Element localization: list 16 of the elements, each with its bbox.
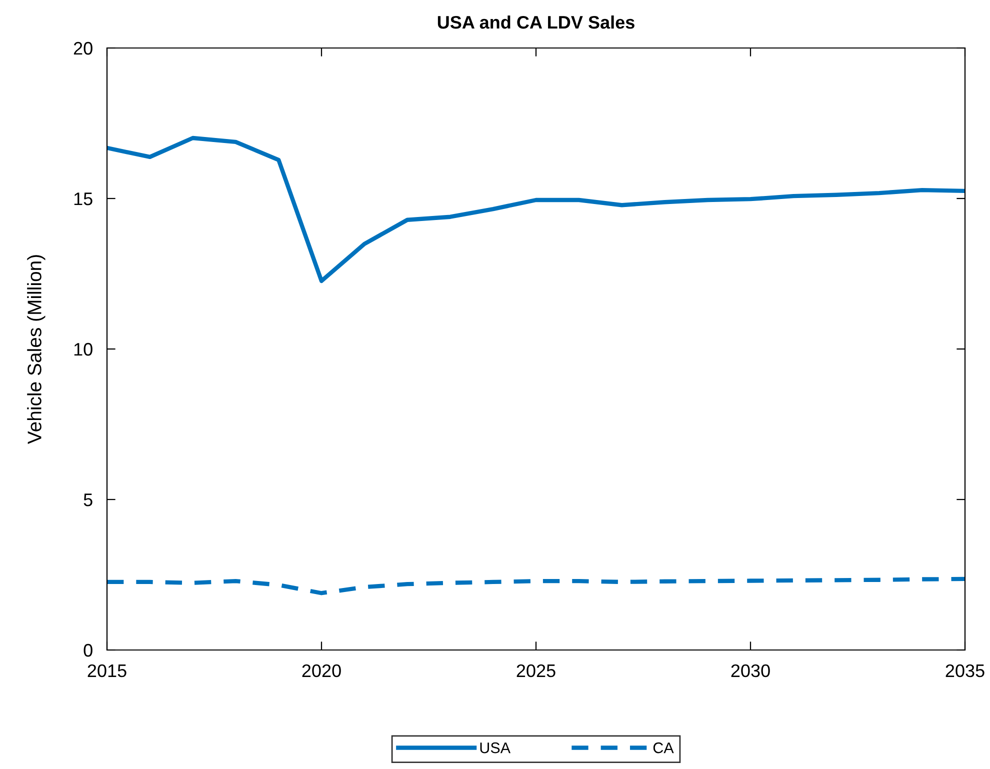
y-axis-title: Vehicle Sales (Million) [27, 255, 46, 444]
line-series [107, 576, 965, 596]
chart-title: USA and CA LDV Sales [438, 15, 634, 29]
y-tick-label: 10 [74, 342, 92, 356]
y-tick-label: 15 [74, 192, 92, 206]
y-tick-label: 0 [84, 644, 92, 657]
x-tick-label: 2020 [302, 664, 341, 678]
y-tick-label: 5 [84, 494, 92, 506]
x-tick-label: 2035 [946, 664, 984, 678]
legend-label: USA [480, 742, 511, 754]
y-tick-label: 20 [74, 42, 92, 55]
line-series [107, 136, 965, 284]
x-tick-label: 2030 [731, 664, 770, 678]
x-tick-label: 2015 [88, 664, 126, 678]
x-tick-label: 2025 [516, 664, 556, 678]
legend-label: CA [653, 742, 674, 754]
